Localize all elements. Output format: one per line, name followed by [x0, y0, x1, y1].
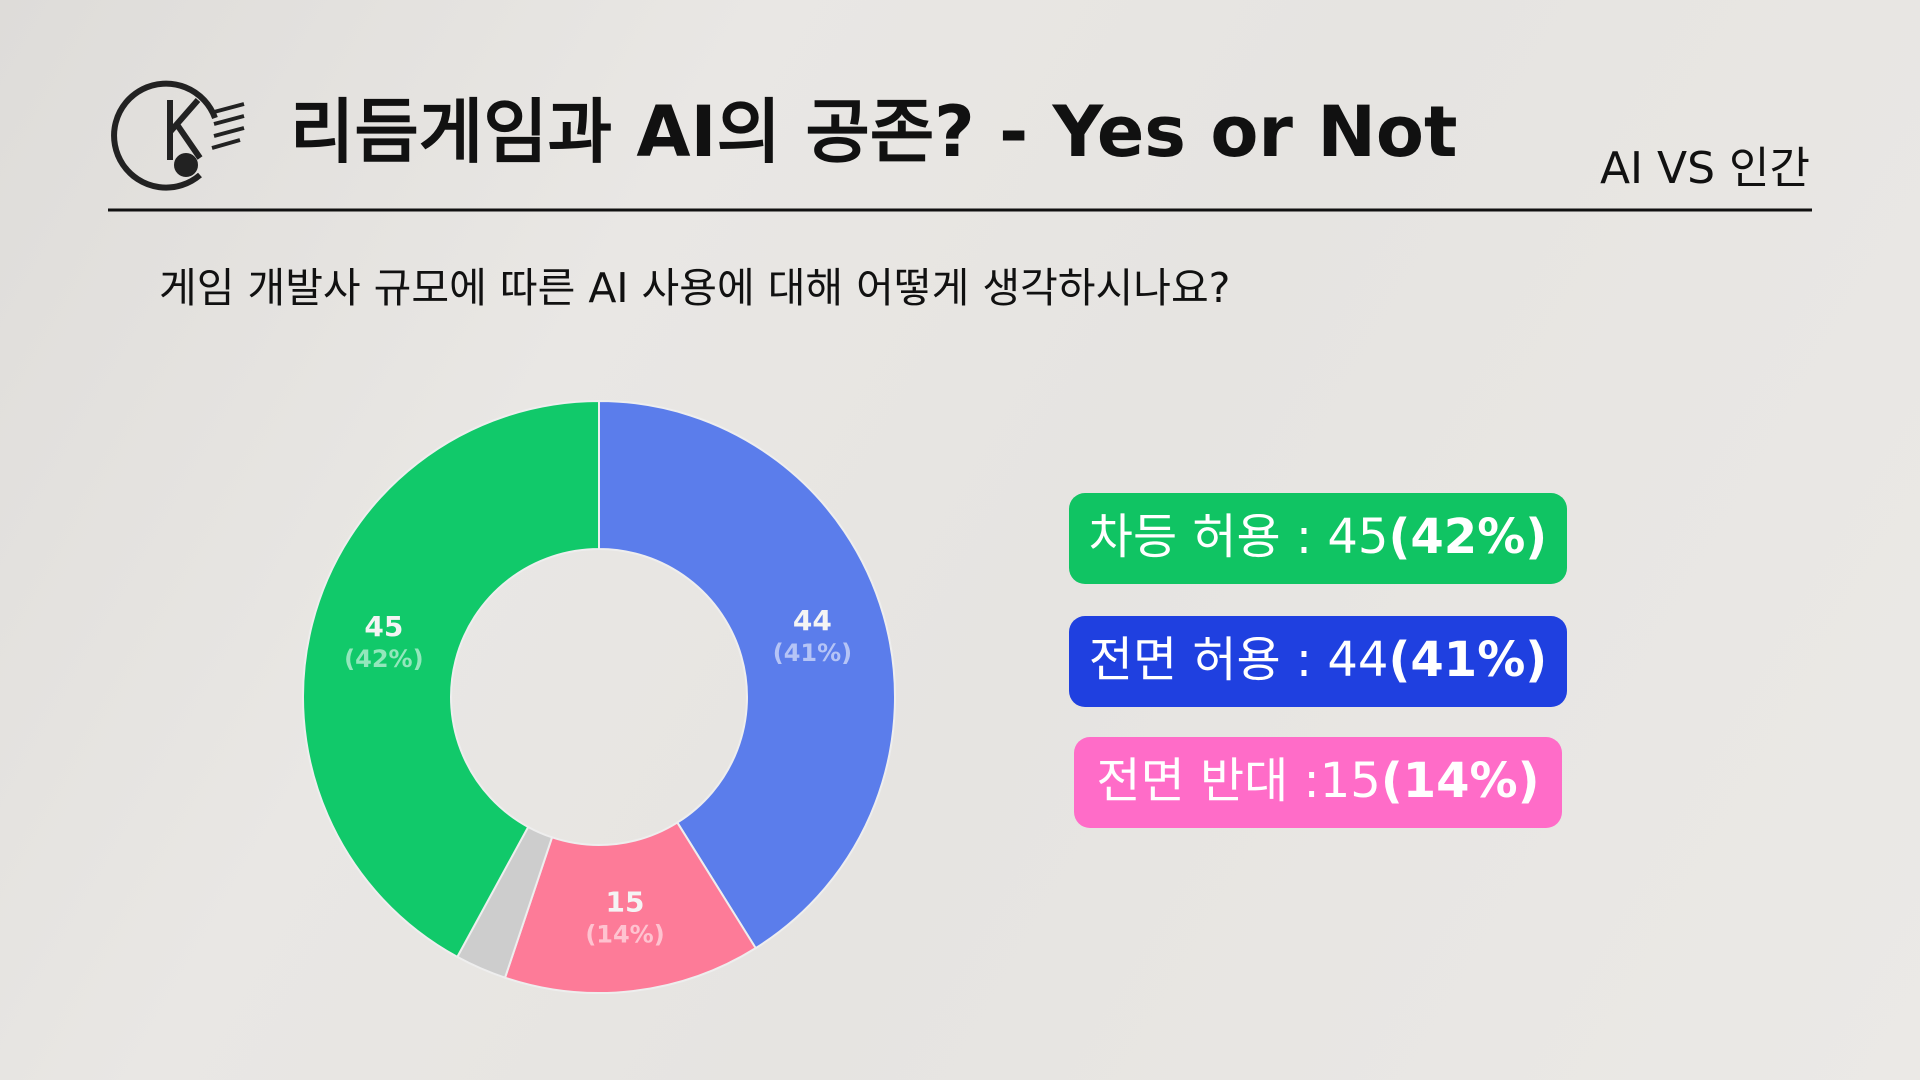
- slice-value-label: 45: [364, 610, 403, 643]
- slice-percent-label: (42%): [344, 645, 423, 673]
- legend-percent: (41%): [1388, 632, 1547, 688]
- title: 리듬게임과 AI의 공존? - Yes or Not: [290, 91, 1457, 173]
- question: 게임 개발사 규모에 따른 AI 사용에 대해 어떻게 생각하시나요?: [159, 264, 1230, 312]
- legend: 차등 허용 : 45(42%)전면 허용 : 44(41%)전면 반대 :15(…: [1069, 493, 1567, 828]
- legend-label: 전면 허용 : 44: [1089, 632, 1389, 688]
- legend-label: 차등 허용 : 45: [1089, 509, 1389, 565]
- legend-text: 전면 반대 :15(14%): [1096, 753, 1539, 809]
- legend-percent: (14%): [1381, 753, 1540, 809]
- legend-box: [1069, 616, 1567, 707]
- legend-box: [1069, 493, 1567, 584]
- donut-chart: 44(41%) 15(14%) 45(42%): [302, 399, 896, 994]
- slice: [503, 821, 758, 994]
- slice: [598, 399, 896, 950]
- slice-percent-label: (14%): [585, 920, 664, 948]
- legend-text: 차등 허용 : 45(42%): [1089, 509, 1547, 565]
- legend-text: 전면 허용 : 44(41%): [1089, 632, 1547, 688]
- legend-box: [1074, 737, 1562, 828]
- tag: AI VS 인간: [1600, 143, 1810, 194]
- legend-percent: (42%): [1388, 509, 1547, 565]
- logo: [111, 80, 245, 191]
- slice-percent-label: (41%): [773, 639, 852, 667]
- slice-value-label: 44: [793, 604, 832, 637]
- slice: [302, 399, 600, 959]
- legend-label: 전면 반대 :15: [1096, 753, 1380, 809]
- slice-value-label: 15: [606, 885, 645, 918]
